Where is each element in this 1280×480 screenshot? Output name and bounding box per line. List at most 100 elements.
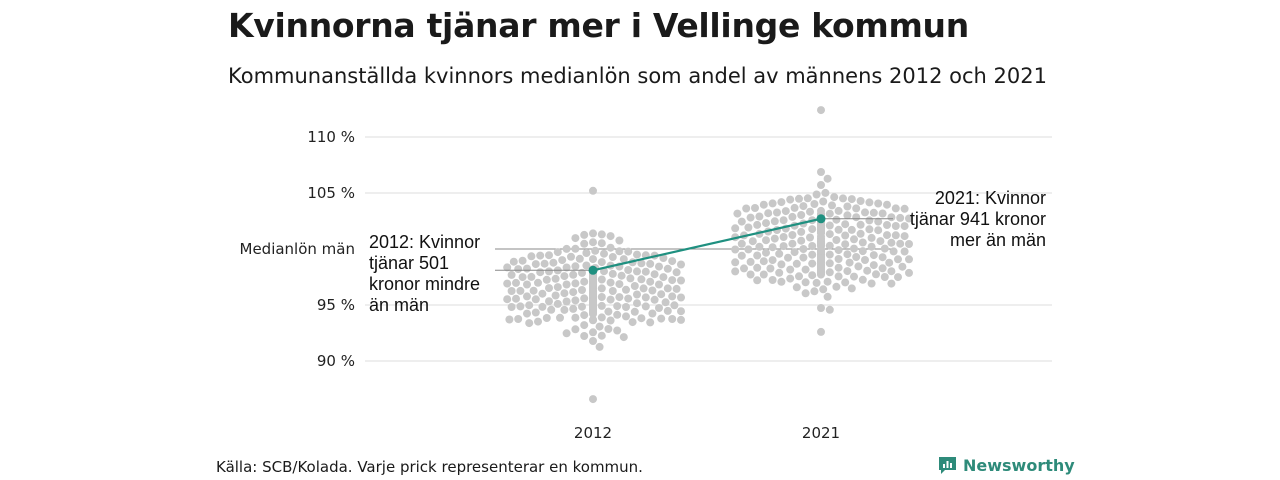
- data-point: [775, 249, 784, 258]
- data-point: [549, 258, 558, 267]
- data-point: [534, 317, 542, 326]
- data-point: [571, 244, 580, 253]
- data-point: [551, 291, 560, 300]
- data-point: [770, 217, 779, 226]
- data-point: [852, 213, 861, 222]
- data-point: [878, 253, 887, 262]
- data-point: [762, 219, 770, 228]
- data-point: [597, 258, 606, 267]
- data-point: [633, 250, 641, 259]
- data-point: [545, 251, 553, 260]
- data-point: [841, 231, 850, 240]
- data-point: [503, 279, 512, 288]
- data-point: [650, 295, 659, 304]
- data-point: [768, 243, 777, 252]
- data-point: [779, 216, 788, 225]
- data-point: [847, 284, 856, 293]
- data-point: [661, 298, 670, 307]
- data-point: [569, 304, 578, 313]
- data-point: [646, 318, 655, 327]
- data-point: [867, 279, 876, 288]
- data-point: [799, 253, 808, 262]
- data-point: [597, 301, 606, 310]
- data-point: [569, 270, 578, 279]
- data-point: [545, 284, 553, 293]
- data-point: [905, 214, 913, 223]
- data-point: [830, 193, 839, 202]
- data-point: [516, 286, 525, 295]
- data-point: [876, 237, 885, 246]
- data-point: [847, 225, 856, 234]
- data-point: [812, 278, 821, 287]
- data-point: [819, 197, 828, 206]
- data-point: [731, 258, 740, 267]
- data-point: [808, 259, 817, 268]
- data-point: [637, 259, 646, 268]
- data-point: [571, 279, 580, 288]
- data-point: [905, 240, 913, 248]
- data-point: [823, 174, 832, 183]
- data-point: [525, 319, 534, 328]
- data-point: [523, 309, 531, 318]
- data-point: [821, 188, 830, 197]
- data-point: [589, 337, 597, 345]
- data-point: [617, 271, 626, 280]
- data-point: [801, 289, 810, 298]
- data-point: [580, 230, 589, 239]
- data-point: [753, 220, 762, 229]
- data-point: [880, 244, 889, 253]
- data-point: [639, 284, 648, 293]
- data-point: [571, 262, 580, 271]
- data-point: [606, 295, 615, 304]
- data-point: [797, 227, 806, 236]
- data-point: [883, 221, 891, 229]
- data-point: [525, 301, 534, 310]
- data-point: [512, 278, 520, 287]
- grid-layer: [365, 136, 1052, 362]
- data-point: [553, 283, 562, 292]
- data-point: [841, 278, 850, 287]
- data-point: [896, 213, 905, 222]
- highlight-line: [592, 217, 822, 272]
- data-point: [582, 249, 591, 257]
- data-point: [523, 292, 531, 301]
- data-point: [834, 255, 843, 263]
- data-point: [850, 272, 858, 281]
- data-point: [580, 277, 589, 286]
- data-point: [810, 287, 819, 296]
- data-point: [900, 232, 909, 241]
- reference-line-label: Medianlön män: [240, 240, 356, 258]
- data-point: [571, 313, 580, 322]
- data-point: [597, 275, 606, 284]
- data-point: [503, 295, 512, 304]
- data-point: [825, 221, 834, 230]
- data-point: [597, 230, 606, 239]
- data-point: [536, 268, 545, 277]
- data-point: [887, 267, 896, 276]
- data-point: [560, 305, 569, 314]
- data-point: [790, 248, 799, 257]
- data-point: [538, 289, 547, 298]
- data-point: [637, 314, 646, 323]
- data-point: [777, 277, 786, 286]
- data-point: [792, 259, 801, 268]
- data-point: [823, 292, 832, 301]
- data-point: [613, 310, 622, 319]
- data-point: [630, 282, 639, 290]
- data-point: [737, 251, 746, 260]
- data-point: [823, 277, 832, 286]
- x-tick-label: 2021: [802, 424, 840, 442]
- data-point: [825, 209, 834, 218]
- data-point: [869, 251, 878, 260]
- data-point: [731, 224, 740, 233]
- data-point: [847, 195, 856, 204]
- data-point: [850, 235, 858, 244]
- data-point: [633, 267, 641, 276]
- data-point: [865, 198, 874, 207]
- data-point: [742, 204, 751, 213]
- brand[interactable]: Newsworthy: [938, 456, 1075, 475]
- data-point: [744, 223, 753, 232]
- y-tick-label: 105 %: [307, 184, 355, 202]
- data-point: [630, 307, 639, 316]
- data-point: [887, 238, 896, 247]
